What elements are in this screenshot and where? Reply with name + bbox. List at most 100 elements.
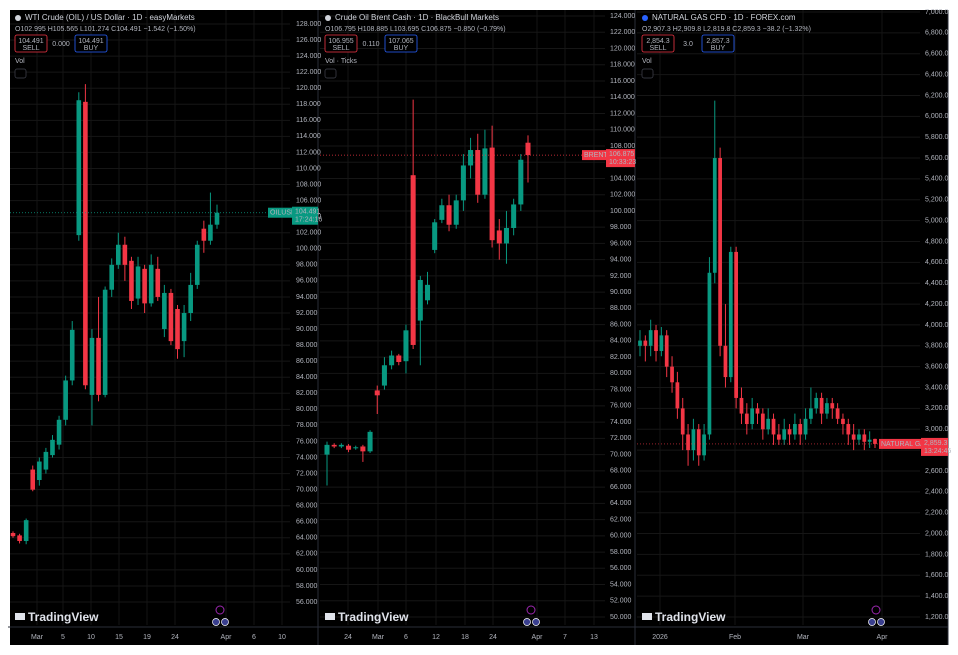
candle-body	[511, 204, 517, 228]
y-tick-label: 2,200.0	[925, 510, 948, 517]
y-tick-label: 52.000	[610, 598, 632, 605]
candle-body	[830, 403, 835, 409]
watermark-logo	[15, 613, 25, 620]
countdown-label: 10:33:23	[609, 159, 636, 166]
buy-button[interactable]	[701, 34, 735, 53]
y-tick-label: 2,000.0	[925, 530, 948, 537]
buy-button[interactable]	[74, 34, 108, 53]
candle-body	[686, 434, 690, 451]
candle-body	[648, 330, 653, 346]
y-tick-label: 122.000	[296, 69, 321, 76]
candle-body	[208, 224, 213, 241]
y-tick-label: 70.000	[610, 451, 632, 458]
y-tick-label: 3,000.0	[925, 426, 948, 433]
sell-button[interactable]	[14, 34, 48, 53]
x-tick-label: Mar	[797, 634, 810, 641]
candle-body	[654, 330, 658, 352]
candle-body	[702, 434, 706, 456]
candle-body	[525, 142, 531, 156]
x-tick-label: 24	[489, 634, 497, 641]
y-tick-label: 76.000	[610, 403, 632, 410]
candle-body	[389, 355, 395, 366]
collapse-button[interactable]	[14, 68, 27, 79]
y-tick-label: 3,200.0	[925, 405, 948, 412]
y-tick-label: 70.000	[296, 486, 318, 493]
y-tick-label: 110.000	[296, 165, 321, 172]
candle-body	[446, 205, 452, 225]
candle-body	[115, 244, 121, 265]
symbol-tag	[268, 207, 292, 218]
symbol-label: BRENT	[584, 152, 608, 159]
candle-body	[83, 101, 88, 386]
y-tick-label: 94.000	[610, 257, 632, 264]
flag-icon	[212, 618, 220, 626]
y-tick-label: 4,800.0	[925, 238, 948, 245]
y-tick-label: 120.000	[610, 45, 635, 52]
x-tick-label: 12	[432, 634, 440, 641]
candle-body	[168, 292, 174, 342]
candle-body	[664, 335, 669, 367]
buy-button[interactable]	[384, 34, 418, 53]
y-tick-label: 114.000	[610, 94, 635, 101]
y-tick-label: 3,400.0	[925, 384, 948, 391]
y-tick-label: 86.000	[296, 358, 318, 365]
volume-label: Vol	[15, 58, 25, 65]
candle-body	[728, 251, 733, 378]
symbol-tag	[582, 150, 606, 161]
event-icon	[526, 605, 536, 615]
y-tick-label: 72.000	[610, 435, 632, 442]
candle-body	[851, 434, 856, 440]
candle-body	[331, 444, 337, 447]
y-tick-label: 4,600.0	[925, 259, 948, 266]
collapse-button[interactable]	[324, 68, 337, 79]
buy-price: 2,857.3	[706, 38, 729, 45]
sell-label: SELL	[332, 45, 349, 52]
x-tick-label: Mar	[31, 634, 44, 641]
spread-label: 0.000	[52, 41, 70, 48]
y-tick-label: 112.000	[296, 149, 321, 156]
collapse-button[interactable]	[641, 68, 654, 79]
sell-button[interactable]	[324, 34, 358, 53]
y-tick-label: 120.000	[296, 85, 321, 92]
candle-body	[148, 264, 154, 304]
y-tick-label: 94.000	[296, 294, 318, 301]
candle-body	[417, 279, 423, 321]
y-tick-label: 1,600.0	[925, 572, 948, 579]
sell-price: 2,854.3	[646, 38, 669, 45]
y-tick-label: 4,000.0	[925, 322, 948, 329]
y-tick-label: 76.000	[296, 438, 318, 445]
candle-body	[76, 100, 82, 236]
candle-body	[338, 444, 344, 447]
y-tick-label: 80.000	[296, 406, 318, 413]
candle-body	[37, 461, 42, 481]
candle-body	[793, 424, 797, 435]
y-tick-label: 126.000	[296, 37, 321, 44]
y-tick-label: 2,600.0	[925, 468, 948, 475]
event-icon	[871, 605, 881, 615]
candle-body	[155, 268, 161, 297]
y-tick-label: 56.000	[296, 599, 318, 606]
y-tick-label: 1,400.0	[925, 593, 948, 600]
y-tick-label: 2,400.0	[925, 489, 948, 496]
y-tick-label: 86.000	[610, 321, 632, 328]
y-tick-label: 124.000	[296, 53, 321, 60]
x-tick-label: Apr	[221, 634, 233, 641]
y-tick-label: 50.000	[610, 614, 632, 621]
x-tick-label: 7	[563, 634, 567, 641]
sell-button[interactable]	[641, 34, 675, 53]
y-tick-label: 1,200.0	[925, 614, 948, 621]
countdown-label: 13:24:45	[924, 448, 951, 455]
last-price-label: 104.491	[295, 209, 320, 216]
candle-body	[766, 418, 771, 430]
candle-body	[50, 439, 55, 456]
y-tick-label: 1,800.0	[925, 551, 948, 558]
candle-body	[10, 532, 16, 537]
sell-label: SELL	[649, 45, 666, 52]
y-tick-label: 6,600.0	[925, 51, 948, 58]
candle-body	[403, 330, 409, 362]
x-tick-label: 24	[344, 634, 352, 641]
buy-label: BUY	[711, 45, 726, 52]
x-tick-label: Apr	[877, 634, 889, 641]
candle-body	[396, 355, 402, 363]
x-tick-label: 15	[115, 634, 123, 641]
